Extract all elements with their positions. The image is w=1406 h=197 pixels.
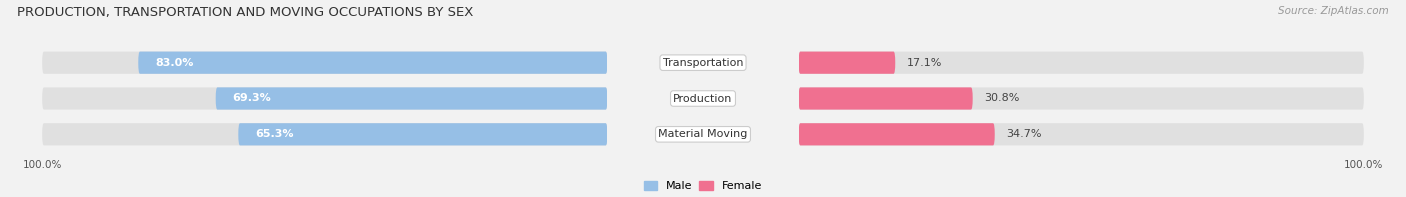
FancyBboxPatch shape [215,87,607,110]
FancyBboxPatch shape [799,87,973,110]
FancyBboxPatch shape [42,52,607,74]
FancyBboxPatch shape [799,52,1364,74]
FancyBboxPatch shape [799,52,896,74]
Text: Material Moving: Material Moving [658,129,748,139]
Text: 83.0%: 83.0% [155,58,194,68]
Text: 17.1%: 17.1% [907,58,942,68]
FancyBboxPatch shape [799,123,1364,145]
Text: Transportation: Transportation [662,58,744,68]
Legend: Male, Female: Male, Female [640,177,766,196]
FancyBboxPatch shape [42,87,607,110]
Text: 30.8%: 30.8% [984,94,1019,103]
FancyBboxPatch shape [799,87,1364,110]
FancyBboxPatch shape [42,123,607,145]
Text: Production: Production [673,94,733,103]
FancyBboxPatch shape [138,52,607,74]
FancyBboxPatch shape [238,123,607,145]
Text: 69.3%: 69.3% [232,94,271,103]
Text: PRODUCTION, TRANSPORTATION AND MOVING OCCUPATIONS BY SEX: PRODUCTION, TRANSPORTATION AND MOVING OC… [17,6,474,19]
FancyBboxPatch shape [799,123,994,145]
Text: 65.3%: 65.3% [256,129,294,139]
Text: Source: ZipAtlas.com: Source: ZipAtlas.com [1278,6,1389,16]
Text: 34.7%: 34.7% [1007,129,1042,139]
